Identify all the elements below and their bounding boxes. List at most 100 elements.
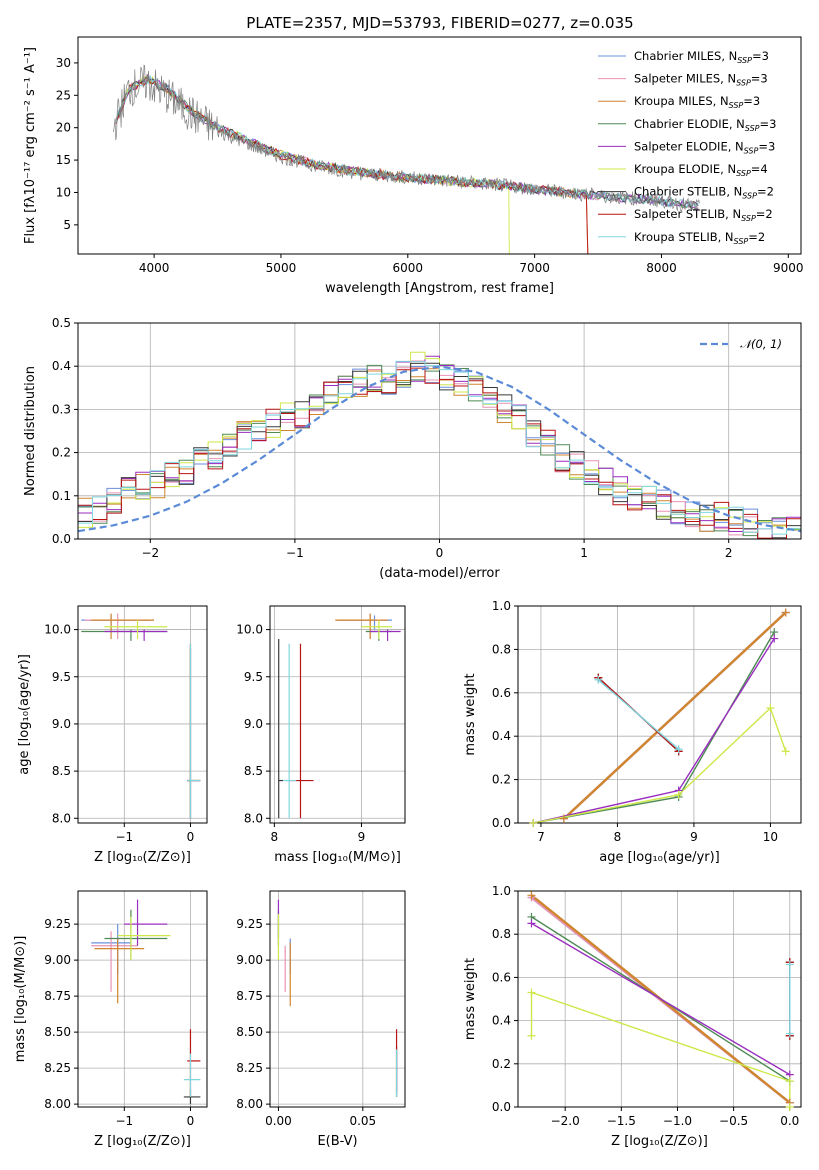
- axes-frame: [517, 890, 802, 1108]
- x-axis-label: E(B-V): [317, 1134, 357, 1149]
- weight-marker: [529, 819, 538, 827]
- legend-label: Chabrier ELODIE, NSSP=3: [634, 117, 776, 133]
- x-tick-label: 8: [271, 830, 279, 844]
- weight-marker: [559, 814, 568, 823]
- y-tick-label: 10: [56, 185, 71, 199]
- weight-marker: [527, 919, 536, 928]
- y-tick-label: 15: [56, 153, 71, 167]
- panel-age-vs-mass: 8 9 8.0 8.5 9.0 9.5 10.0 mass [log₁₀(M/M⊙)]: [236, 605, 406, 865]
- legend-label: Kroupa MILES, NSSP=3: [634, 94, 760, 110]
- y-tick-label: 8.0: [52, 811, 71, 825]
- x-tick-label: 1: [580, 546, 588, 560]
- weight-line: [533, 706, 787, 823]
- panel-mass-weight-vs-metallicity: −2.0 −1.5 −1.0 −0.5 0.0 0.0 0.2 0.4 0.6 0.8 1.0 Z […: [463, 884, 802, 1149]
- y-tick-label: 1.0: [492, 884, 511, 898]
- y-tick-label: 9.0: [52, 717, 71, 731]
- y-tick-label: 8.0: [244, 811, 263, 825]
- grid-age-vs-metallicity: [78, 606, 207, 823]
- grid-age-vs-mass: [270, 606, 405, 823]
- weight-line: [533, 638, 775, 823]
- y-tick-label: 8.50: [44, 1025, 71, 1039]
- plot-area-mass-weight-vs-metallicity: [530, 894, 791, 1107]
- x-tick-label: 9: [358, 830, 366, 844]
- observed-spectrum-line: [113, 64, 700, 212]
- weight-marker: [674, 745, 683, 754]
- plot-area-age-vs-mass: [278, 613, 401, 819]
- legend-label: Kroupa STELIB, NSSP=2: [634, 230, 765, 246]
- y-tick-label: 9.0: [244, 717, 263, 731]
- y-tick-label: 8.00: [44, 1097, 71, 1111]
- y-tick-label: 8.25: [236, 1061, 263, 1075]
- y-axis-label: mass weight: [463, 958, 478, 1040]
- y-tick-label: 1.0: [492, 599, 511, 613]
- weight-marker: [594, 675, 603, 684]
- weight-line: [530, 991, 791, 1107]
- y-tick-label: 8.00: [236, 1097, 263, 1111]
- axes-frame: [77, 322, 802, 540]
- weight-marker: [674, 790, 683, 799]
- x-tick-label: 0: [436, 546, 444, 560]
- y-tick-label: 9.5: [52, 670, 71, 684]
- y-tick-label: 9.5: [244, 670, 263, 684]
- weight-marker: [785, 1077, 794, 1086]
- weight-marker: [527, 988, 536, 997]
- weight-marker: [527, 891, 536, 900]
- spectrum-legend: Chabrier MILES, NSSP=3 Salpeter MILES, NS…: [598, 49, 776, 246]
- weight-marker: [785, 1103, 794, 1111]
- x-tick-label: −2: [141, 546, 159, 560]
- y-tick-label: 10.0: [44, 623, 71, 637]
- grid-residual-distribution: [78, 322, 801, 540]
- legend-label: Kroupa ELODIE, NSSP=4: [634, 162, 768, 178]
- x-tick-label: 7: [537, 830, 545, 844]
- model-spectrum-line: [115, 74, 699, 208]
- plot-area-mass-weight-vs-age: [533, 611, 787, 823]
- y-axis-label: age [log₁₀(age/yr)]: [17, 654, 32, 775]
- weight-marker: [766, 703, 775, 712]
- y-tick-label: 0.2: [52, 446, 71, 460]
- y-tick-label: 8.5: [244, 764, 263, 778]
- y-tick-label: 0.2: [492, 1057, 511, 1071]
- y-tick-label: 0.4: [52, 359, 71, 373]
- model-spectrum-line: [115, 80, 699, 211]
- x-tick-label: −0.5: [719, 1114, 748, 1128]
- x-tick-label: −1: [115, 830, 133, 844]
- x-tick-label: −2.0: [551, 1114, 580, 1128]
- panel-age-vs-metallicity: −1 0 8.0 8.5 9.0 9.5 10.0 Z [log₁₀(Z/Z⊙)] age [l…: [17, 605, 208, 865]
- model-spectrum-line: [115, 73, 699, 211]
- model-spectrum-line: [115, 73, 589, 254]
- y-axis-label: Normed distribution: [23, 366, 38, 496]
- axes-frame: [77, 36, 802, 255]
- x-axis-label: mass [log₁₀(M/M⊙)]: [274, 850, 401, 865]
- legend-label: Salpeter MILES, NSSP=3: [634, 72, 768, 88]
- x-tick-label: 4000: [139, 261, 170, 275]
- x-tick-label: 8: [614, 830, 622, 844]
- x-tick-label: 0: [187, 1114, 195, 1128]
- y-tick-label: 0.6: [492, 970, 511, 984]
- panel-mass-vs-ebv: 0.00 0.05 8.00 8.25 8.50 8.75 9.00 9.25 E(B-V): [236, 890, 406, 1149]
- y-tick-label: 20: [56, 121, 71, 135]
- legend-label: Chabrier MILES, NSSP=3: [634, 49, 769, 65]
- weight-marker: [781, 608, 790, 617]
- y-tick-label: 8.5: [52, 764, 71, 778]
- y-tick-label: 0.8: [492, 642, 511, 656]
- x-tick-label: −1.5: [607, 1114, 636, 1128]
- x-tick-label: −1: [286, 546, 304, 560]
- plot-area-residual-distribution: [78, 351, 801, 539]
- y-tick-label: 0.0: [492, 816, 511, 830]
- y-tick-label: 9.00: [44, 953, 71, 967]
- weight-marker: [785, 1029, 794, 1038]
- model-spectrum-line: [115, 78, 699, 209]
- x-axis-label: Z [log₁₀(Z/Z⊙)]: [611, 1134, 708, 1149]
- normal-curve: [78, 365, 801, 533]
- axes-frame: [517, 605, 802, 824]
- y-axis-label: Flux [fλ10⁻¹⁷ erg cm⁻² s⁻¹ A⁻¹]: [23, 47, 38, 244]
- x-axis-label: Z [log₁₀(Z/Z⊙)]: [94, 1134, 191, 1149]
- axes-frame: [77, 890, 208, 1108]
- figure-title: PLATE=2357, MJD=53793, FIBERID=0277, z=0…: [246, 14, 633, 32]
- y-tick-label: 8.25: [44, 1061, 71, 1075]
- x-tick-label: 2: [725, 546, 733, 560]
- x-axis-label: (data-model)/error: [379, 566, 500, 581]
- y-tick-label: 9.00: [236, 953, 263, 967]
- x-tick-label: −1: [115, 1114, 133, 1128]
